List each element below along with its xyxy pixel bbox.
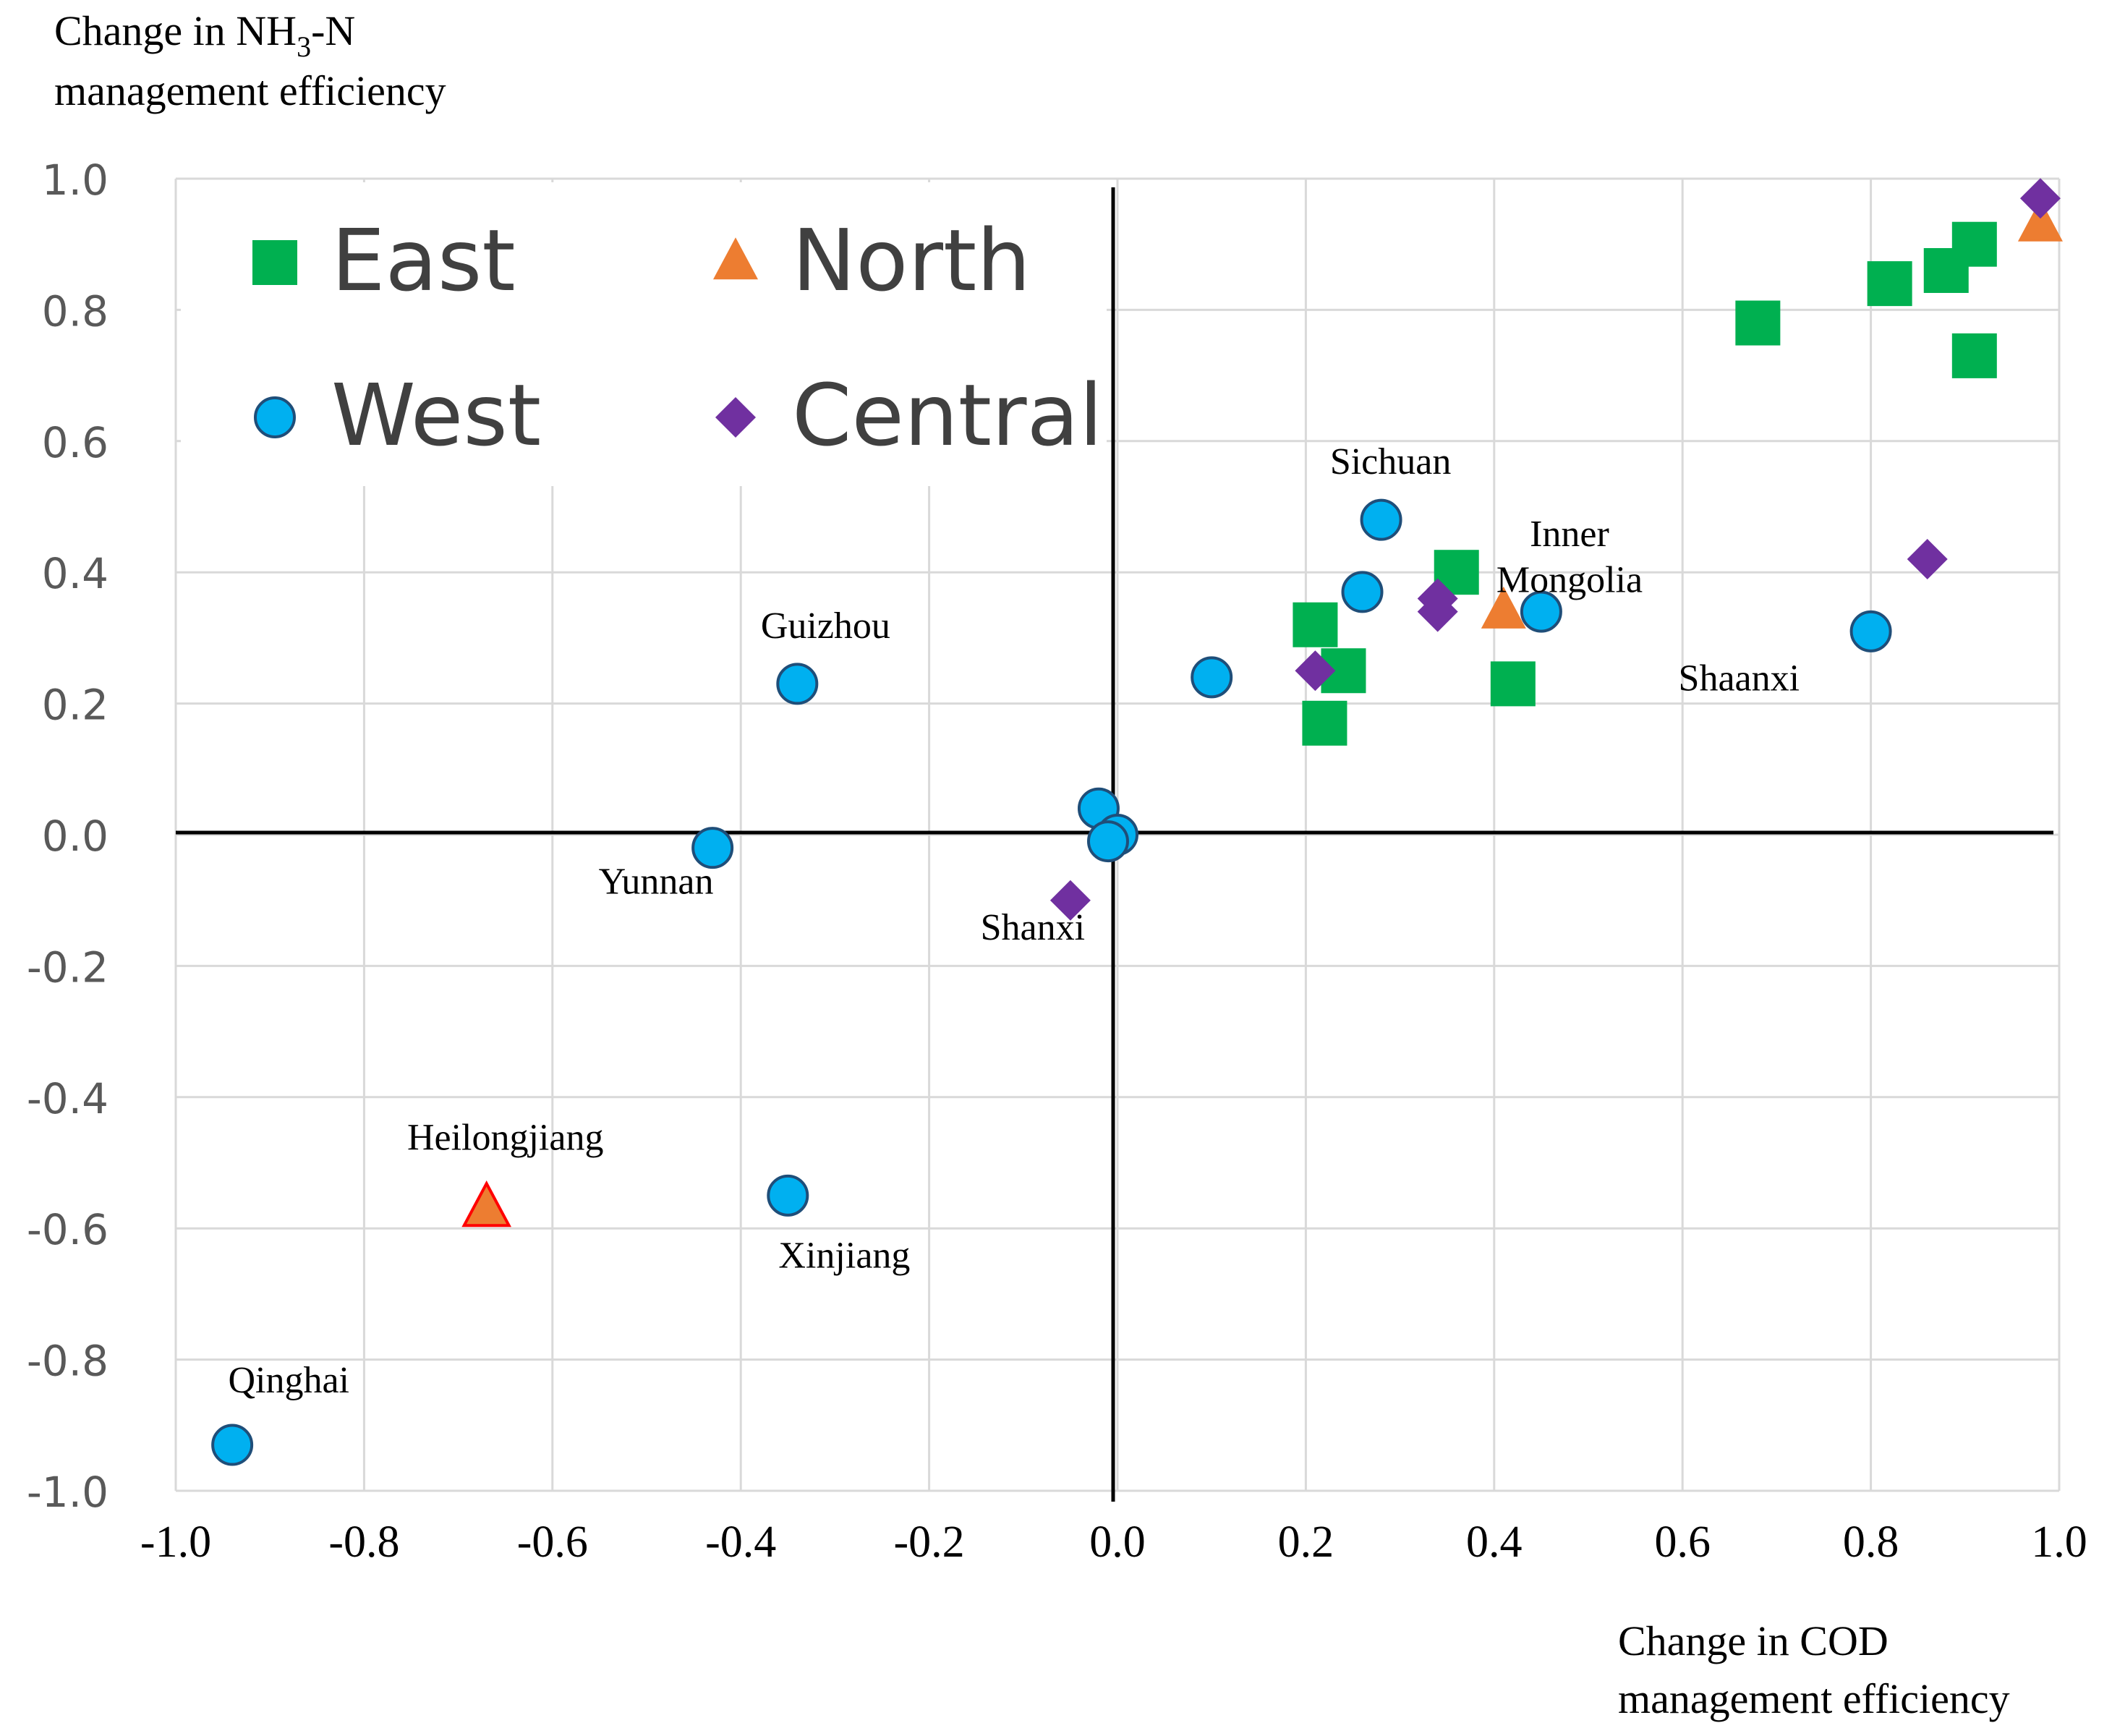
y-tick-label: -0.6 [27, 1205, 108, 1254]
data-points [211, 178, 2063, 1466]
annotation-label: Shaanxi [1679, 658, 1800, 699]
y-tick-label: -0.8 [27, 1337, 108, 1386]
tick-labels: -1.0 -0.8 -0.6 -0.4 -0.2 0.0 0.2 0.4 0.6 0.8 1.0 1.… [27, 156, 2087, 1567]
x-axis-title-line1: Change in COD [1618, 1617, 1889, 1664]
y-tick-label: 0.8 [42, 286, 108, 336]
x-tick-label: 0.0 [1089, 1518, 1146, 1567]
annotation-label: Heilongjiang [407, 1117, 604, 1158]
x-tick-label: 0.4 [1466, 1518, 1523, 1567]
point-east [1293, 602, 1338, 647]
legend-marker-east [252, 240, 297, 285]
point-west [1360, 498, 1402, 541]
annotation-label: Xinjiang [778, 1235, 910, 1277]
x-tick-label: 0.8 [1843, 1518, 1899, 1567]
x-tick-label: -1.0 [140, 1518, 211, 1567]
annotation-label: Sichuan [1330, 441, 1452, 482]
x-tick-label: 0.2 [1278, 1518, 1334, 1567]
annotation-label: Shanxi [981, 907, 1085, 948]
x-tick-label: -0.6 [517, 1518, 588, 1567]
x-tick-label: 1.0 [2031, 1518, 2087, 1567]
point-north [2017, 199, 2063, 242]
point-west [1520, 590, 1562, 633]
annotation-label: Qinghai [228, 1360, 349, 1401]
legend-label-central: Central [792, 365, 1103, 465]
point-west [1086, 820, 1129, 863]
point-central [1417, 591, 1458, 632]
legend-label-west: West [331, 365, 541, 465]
point-east [1867, 261, 1912, 307]
legend-label-east: East [331, 210, 516, 310]
x-tick-label: -0.8 [328, 1518, 399, 1567]
legend-background [181, 182, 1107, 486]
legend-marker-north [713, 237, 758, 280]
x-tick-label: 0.6 [1654, 1518, 1711, 1567]
legend: East North West Central [181, 182, 1107, 486]
point-north [1481, 586, 1526, 629]
y-tick-label: 0.6 [42, 418, 108, 467]
y-tick-label: -1.0 [27, 1468, 108, 1517]
annotation-label: Yunnan [599, 861, 714, 903]
y-axis-title-line2: management efficiency [54, 67, 446, 114]
y-tick-label: 1.0 [42, 156, 108, 205]
legend-label-north: North [792, 210, 1031, 310]
y-tick-label: -0.4 [27, 1074, 108, 1123]
point-north [461, 1180, 511, 1227]
point-central [1295, 650, 1336, 692]
point-central [1907, 539, 1948, 580]
y-tick-label: 0.2 [42, 681, 108, 730]
y-tick-label: 0.4 [42, 549, 108, 598]
point-east [1302, 700, 1347, 746]
legend-marker-central [715, 397, 756, 438]
point-west [1849, 610, 1892, 652]
annotation-label: Mongolia [1496, 559, 1643, 600]
point-west [1191, 656, 1233, 699]
x-tick-label: -0.2 [894, 1518, 965, 1567]
legend-marker-west [254, 396, 296, 438]
x-tick-label: -0.4 [705, 1518, 776, 1567]
annotation-label: Guizhou [761, 605, 890, 647]
y-tick-label: 0.0 [42, 812, 108, 861]
point-west [691, 827, 734, 869]
point-east [1490, 661, 1536, 707]
point-east [1951, 221, 1997, 267]
x-axis-title-line2: management efficiency [1618, 1675, 2010, 1722]
point-west [776, 663, 819, 705]
point-west [1341, 571, 1384, 613]
point-east [1951, 333, 1997, 378]
point-west [211, 1424, 254, 1466]
y-axis-title-line1: Change in NH3-N [54, 7, 355, 63]
point-central [2019, 178, 2061, 219]
annotation-label: Inner [1530, 514, 1609, 555]
point-east [1735, 300, 1781, 346]
point-west [767, 1174, 809, 1217]
y-tick-label: -0.2 [27, 943, 108, 992]
point-central [1049, 880, 1091, 921]
